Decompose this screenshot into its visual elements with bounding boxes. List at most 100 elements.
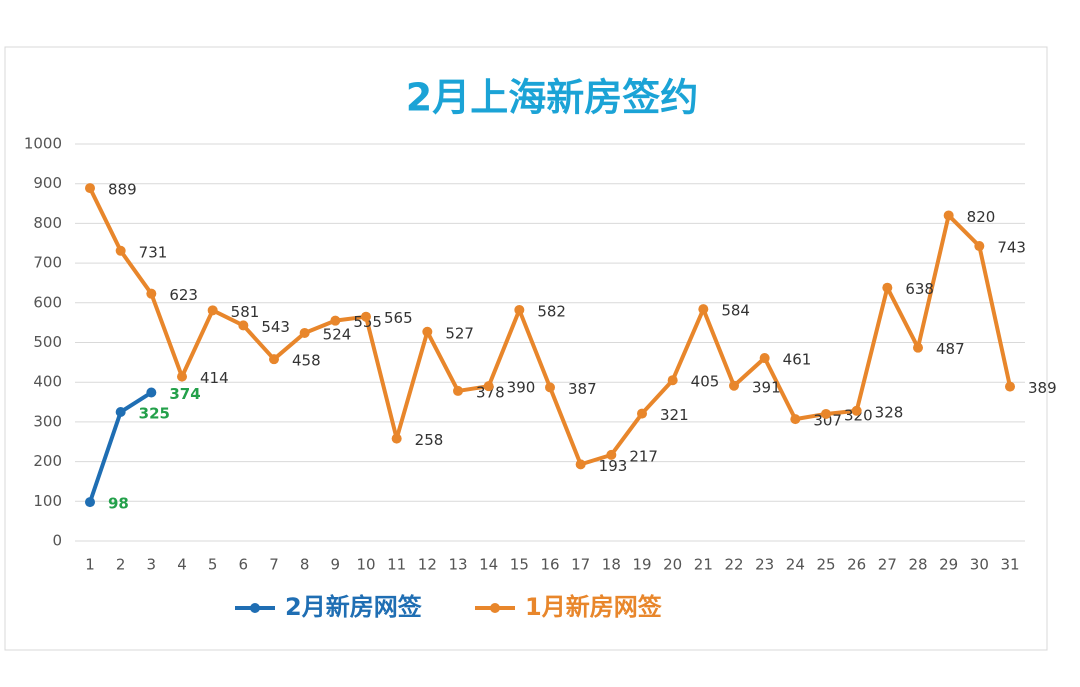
- y-tick-label: 200: [33, 452, 62, 470]
- x-tick-label: 14: [479, 556, 498, 574]
- y-tick-label: 300: [33, 412, 62, 430]
- data-point: [545, 382, 555, 393]
- data-label: 731: [139, 243, 168, 261]
- y-tick-label: 700: [33, 254, 62, 272]
- data-label: 378: [476, 383, 505, 401]
- data-label: 582: [537, 302, 566, 320]
- data-point: [913, 342, 923, 353]
- x-tick-label: 8: [300, 556, 310, 574]
- data-point: [821, 408, 831, 419]
- data-point: [330, 315, 341, 326]
- data-point: [851, 405, 862, 416]
- data-point: [115, 406, 126, 417]
- x-tick-label: 9: [331, 556, 341, 574]
- data-point: [882, 282, 893, 293]
- data-label: 555: [353, 313, 382, 331]
- x-tick-label: 24: [786, 556, 805, 574]
- data-point: [790, 414, 801, 425]
- y-tick-label: 500: [33, 333, 62, 351]
- data-point: [1005, 381, 1015, 392]
- data-point: [238, 320, 249, 331]
- x-tick-label: 19: [632, 556, 651, 574]
- data-point: [391, 433, 402, 444]
- data-label: 307: [813, 412, 842, 430]
- data-label: 325: [139, 404, 170, 422]
- y-tick-label: 800: [33, 214, 62, 232]
- data-label: 217: [629, 447, 658, 465]
- y-tick-label: 600: [33, 293, 62, 311]
- data-label: 461: [783, 350, 812, 368]
- data-point: [422, 326, 433, 337]
- data-point: [207, 305, 218, 316]
- x-tick-label: 1: [85, 556, 95, 574]
- data-label: 820: [967, 208, 996, 226]
- data-point: [269, 354, 279, 365]
- x-tick-label: 7: [269, 556, 279, 574]
- data-point: [698, 304, 709, 315]
- data-label: 623: [169, 286, 198, 304]
- data-label: 487: [936, 340, 965, 358]
- data-label: 565: [384, 309, 413, 327]
- data-label: 389: [1028, 379, 1057, 397]
- x-tick-label: 30: [970, 556, 989, 574]
- data-point: [514, 304, 525, 315]
- legend-marker: [250, 603, 260, 613]
- data-label: 743: [997, 239, 1026, 257]
- legend-marker: [490, 603, 500, 613]
- data-label: 638: [905, 280, 934, 298]
- data-label: 98: [108, 495, 129, 513]
- x-tick-label: 4: [177, 556, 187, 574]
- data-label: 584: [721, 302, 750, 320]
- y-tick-label: 0: [52, 532, 62, 550]
- x-tick-label: 22: [724, 556, 743, 574]
- x-tick-label: 13: [448, 556, 467, 574]
- data-point: [85, 497, 95, 508]
- y-tick-label: 400: [33, 373, 62, 391]
- x-tick-label: 5: [208, 556, 218, 574]
- y-tick-label: 100: [33, 492, 62, 510]
- y-tick-label: 900: [33, 174, 62, 192]
- x-tick-label: 18: [602, 556, 621, 574]
- data-point: [146, 387, 157, 398]
- data-label: 391: [752, 378, 781, 396]
- data-label: 527: [445, 324, 474, 342]
- data-point: [575, 459, 586, 470]
- data-label: 374: [169, 385, 200, 403]
- data-label: 889: [108, 181, 137, 199]
- x-tick-label: 31: [1000, 556, 1019, 574]
- data-label: 543: [261, 318, 290, 336]
- data-point: [453, 385, 463, 396]
- x-tick-label: 15: [510, 556, 529, 574]
- x-tick-label: 10: [356, 556, 375, 574]
- data-point: [974, 241, 985, 252]
- x-tick-label: 25: [816, 556, 835, 574]
- data-label: 581: [231, 303, 260, 321]
- legend-label: 2月新房网签: [285, 593, 423, 621]
- data-point: [361, 311, 371, 322]
- data-point: [759, 352, 770, 363]
- x-tick-label: 3: [147, 556, 157, 574]
- x-tick-label: 29: [939, 556, 958, 574]
- data-point: [85, 183, 95, 194]
- data-point: [177, 371, 187, 382]
- data-label: 405: [691, 373, 720, 391]
- data-point: [637, 408, 647, 419]
- data-label: 328: [875, 403, 904, 421]
- data-point: [606, 449, 617, 460]
- data-point: [299, 327, 310, 338]
- data-label: 390: [507, 379, 536, 397]
- data-label: 321: [660, 406, 689, 424]
- data-point: [667, 375, 678, 386]
- x-tick-label: 16: [540, 556, 559, 574]
- x-tick-label: 12: [418, 556, 437, 574]
- y-tick-label: 1000: [24, 135, 62, 153]
- data-label: 524: [323, 325, 352, 343]
- data-point: [146, 288, 157, 299]
- data-label: 387: [568, 380, 597, 398]
- x-tick-label: 21: [694, 556, 713, 574]
- data-point: [943, 210, 954, 221]
- data-label: 414: [200, 369, 229, 387]
- x-tick-label: 6: [239, 556, 249, 574]
- x-tick-label: 17: [571, 556, 590, 574]
